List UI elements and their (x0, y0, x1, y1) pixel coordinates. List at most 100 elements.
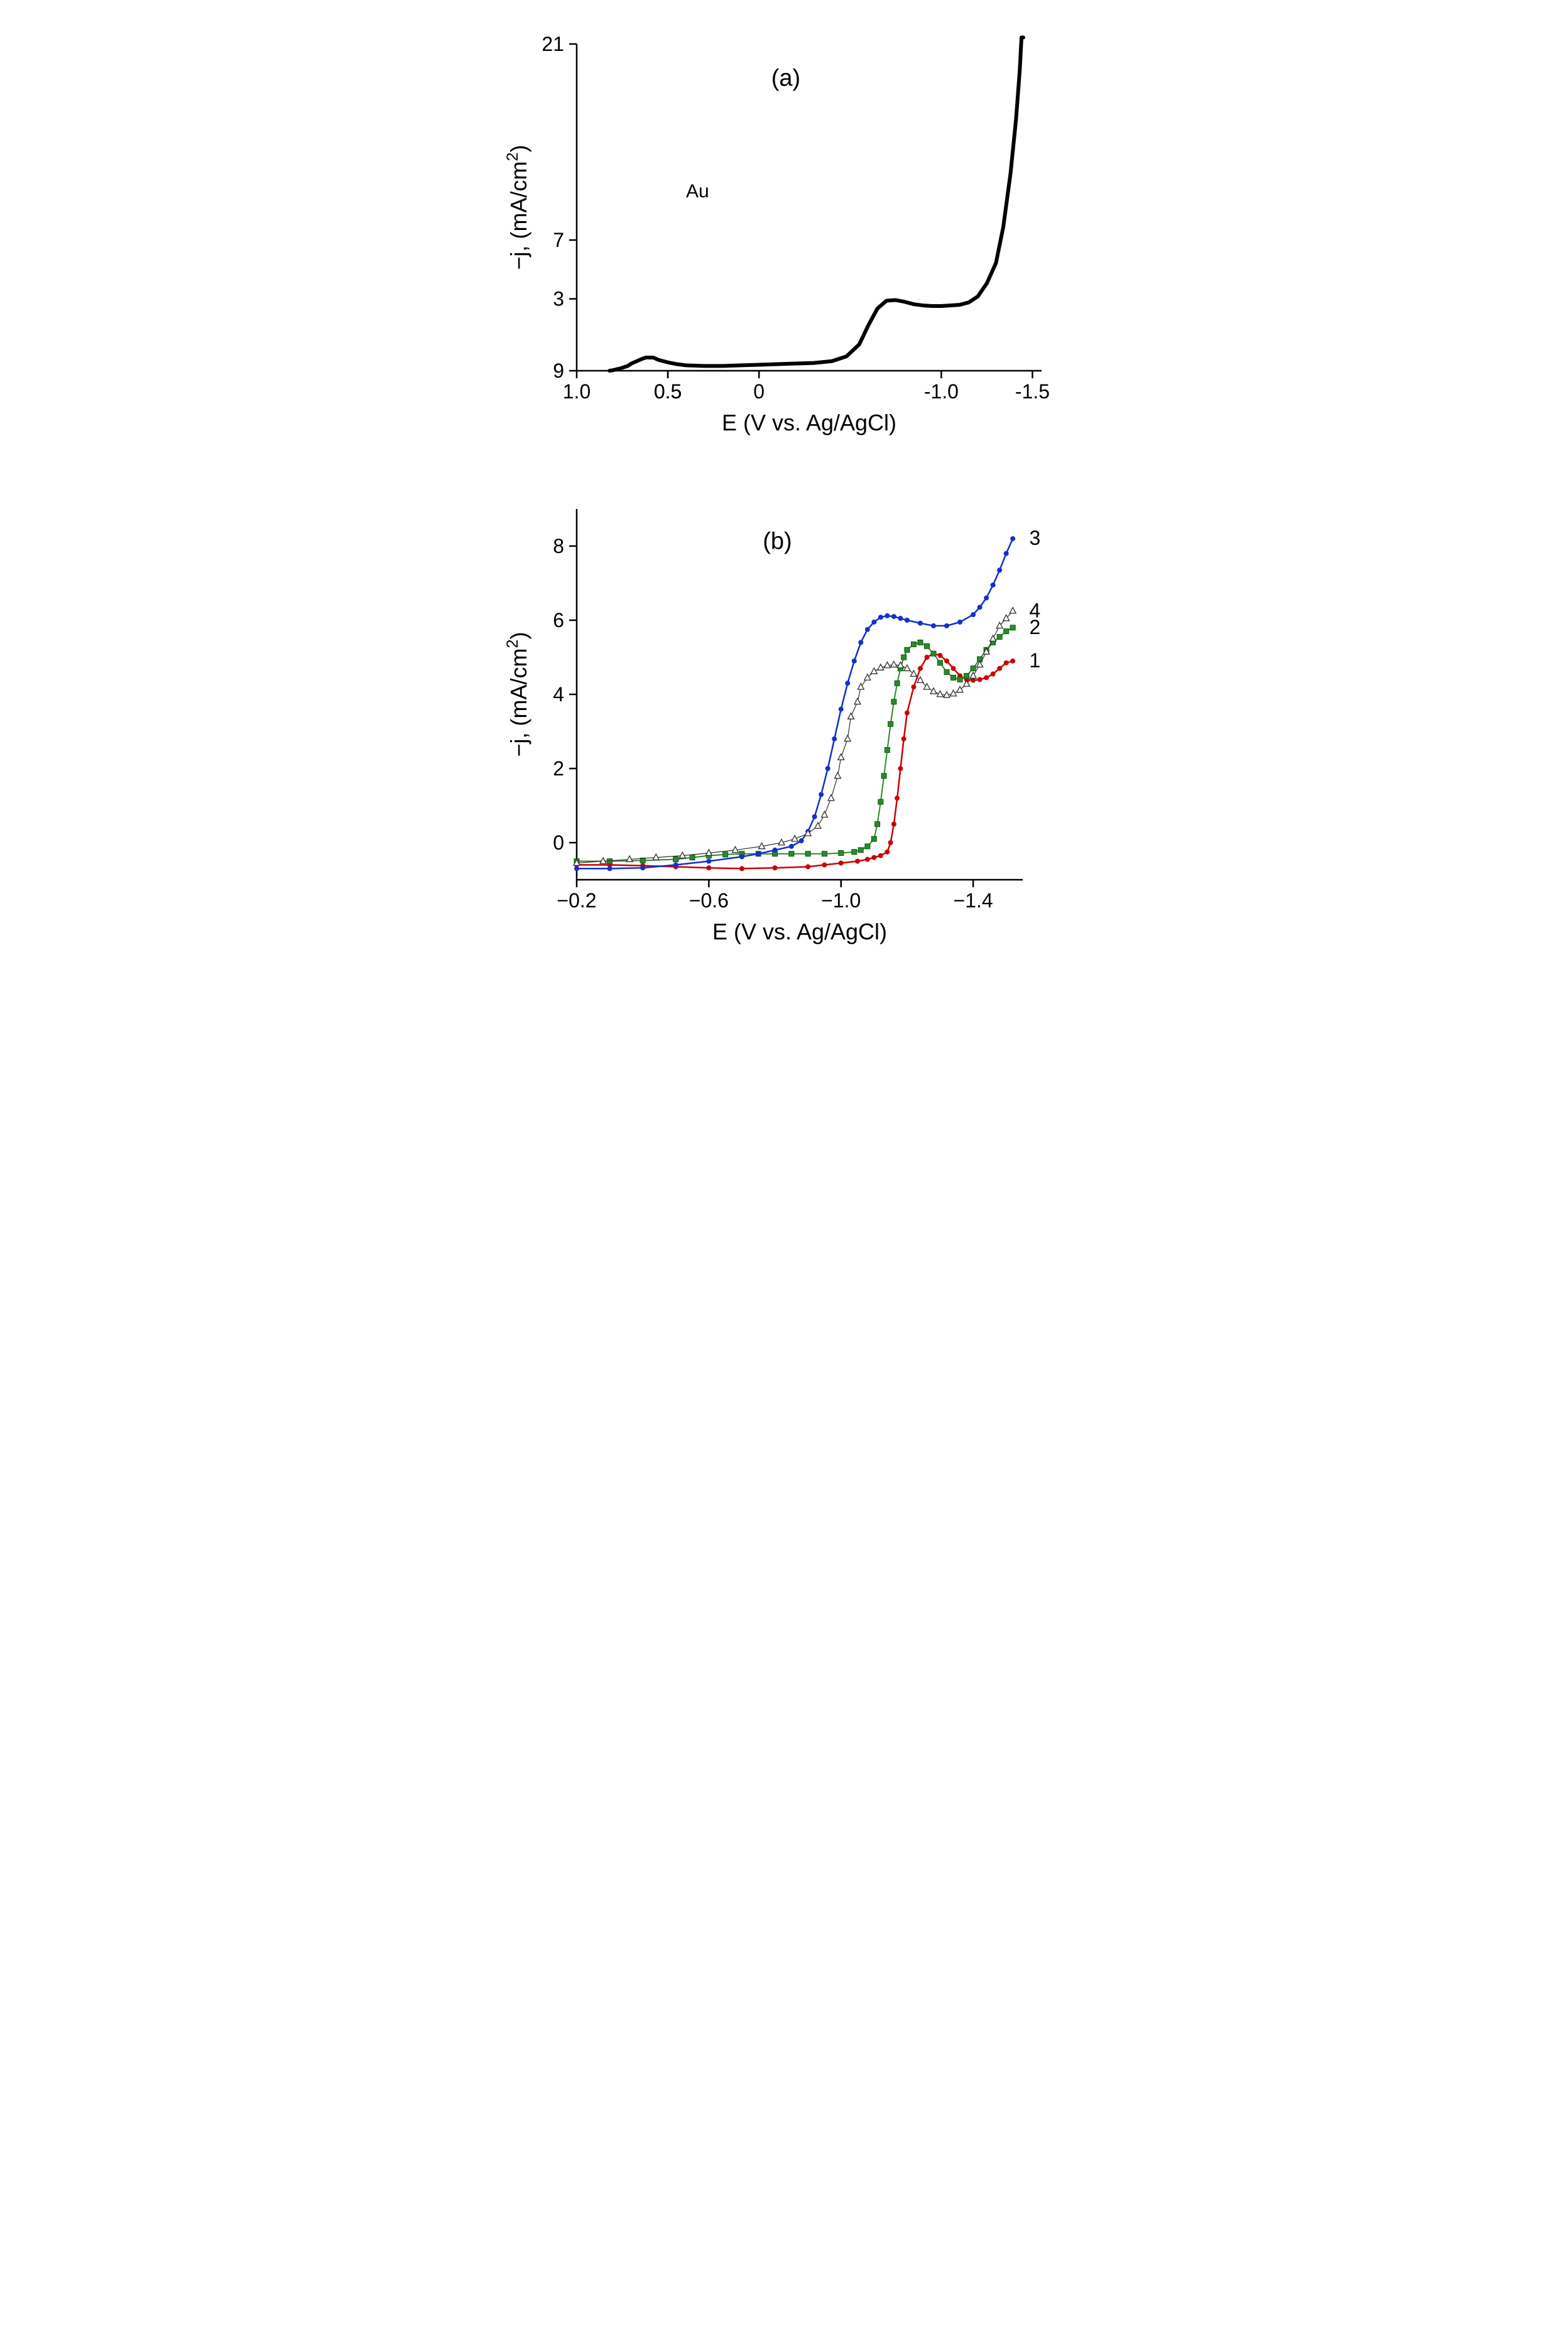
marker (865, 844, 870, 849)
marker (789, 844, 794, 849)
xtick-label: 1.0 (563, 380, 591, 403)
marker (739, 854, 744, 859)
marker (852, 850, 857, 855)
marker (690, 855, 695, 860)
marker (885, 748, 890, 753)
ylabel: −j, (mA/cm2) (504, 632, 531, 757)
marker (828, 795, 834, 801)
marker (951, 675, 956, 680)
ytick-label: 8 (553, 535, 564, 557)
marker (875, 822, 880, 827)
marker (938, 653, 943, 658)
marker (812, 814, 817, 819)
marker (984, 675, 989, 680)
marker (799, 838, 804, 843)
marker (1010, 625, 1015, 630)
marker (970, 672, 976, 678)
ytick-label: 4 (553, 683, 564, 706)
marker (951, 666, 956, 671)
ytick-label: 2 (553, 757, 564, 780)
marker (984, 596, 989, 601)
xtick-label: 0 (753, 380, 765, 403)
series-label: 4 (1030, 599, 1041, 621)
xtick-label: −0.6 (689, 889, 729, 912)
marker (991, 583, 996, 588)
marker (822, 862, 827, 867)
marker (971, 612, 976, 617)
marker (839, 860, 844, 865)
marker (821, 811, 827, 817)
ytick-label: 7 (553, 229, 564, 251)
panel-a-svg: 1.00.500.5-1.0-1.593721(a)AuE (V vs. Ag/… (501, 25, 1067, 452)
marker (971, 666, 976, 671)
marker (574, 866, 579, 871)
marker (1004, 629, 1009, 634)
ytick-label: 6 (553, 609, 564, 632)
marker (901, 736, 906, 741)
ytick-label: 3 (553, 288, 564, 310)
panel-b: −0.2−0.6−1.0−1.4024681234(b)E (V vs. Ag/… (501, 490, 1067, 961)
xtick-label: −1.4 (954, 889, 993, 912)
marker (885, 613, 890, 618)
marker (805, 864, 810, 869)
marker (854, 698, 861, 704)
marker (825, 766, 830, 771)
panel-a-line (609, 38, 1023, 371)
marker (905, 618, 910, 623)
marker (815, 823, 821, 828)
marker (888, 840, 893, 845)
marker (881, 774, 886, 779)
marker (878, 615, 883, 620)
marker (905, 647, 910, 652)
marker (839, 707, 844, 712)
marker (871, 620, 876, 625)
xtick-label: -1.0 (924, 380, 959, 403)
marker (607, 866, 612, 871)
marker (739, 866, 744, 871)
marker (1004, 551, 1009, 556)
marker (819, 792, 824, 797)
panel-b-svg: −0.2−0.6−1.0−1.4024681234(b)E (V vs. Ag/… (501, 490, 1067, 961)
marker (871, 855, 876, 860)
marker (938, 660, 943, 665)
marker (805, 851, 810, 856)
xtick-label: 0.5 (654, 380, 682, 403)
marker (891, 614, 896, 619)
marker (878, 799, 883, 804)
marker (944, 670, 949, 675)
marker (977, 677, 983, 682)
marker (673, 857, 678, 862)
xtick-label: -1.5 (1015, 380, 1050, 403)
marker (905, 711, 910, 716)
xtick-label: −1.0 (821, 889, 861, 912)
series-line-4 (577, 611, 1013, 863)
marker (832, 736, 837, 741)
marker (626, 856, 633, 862)
au-label: Au (686, 181, 709, 202)
marker (957, 620, 962, 625)
panel-label: (b) (763, 528, 792, 555)
marker (990, 635, 996, 641)
marker (845, 681, 850, 686)
figure-container: 1.00.500.5-1.0-1.593721(a)AuE (V vs. Ag/… (501, 25, 1067, 961)
marker (931, 623, 936, 628)
marker (911, 642, 916, 647)
ylabel: −j, (mA/cm2) (504, 145, 531, 270)
marker (918, 666, 923, 671)
marker (924, 643, 929, 648)
marker (944, 659, 949, 664)
marker (888, 721, 893, 726)
marker (957, 677, 962, 682)
marker (950, 690, 957, 696)
marker (835, 772, 841, 778)
panel-a: 1.00.500.5-1.0-1.593721(a)AuE (V vs. Ag/… (501, 25, 1067, 452)
marker (997, 635, 1002, 640)
marker (653, 854, 659, 860)
marker (822, 851, 827, 856)
ytick-label: 0 (553, 831, 564, 854)
marker (723, 852, 728, 857)
marker (931, 651, 936, 656)
ytick-label: 9 (553, 359, 564, 382)
marker (706, 865, 711, 870)
marker (898, 616, 903, 621)
